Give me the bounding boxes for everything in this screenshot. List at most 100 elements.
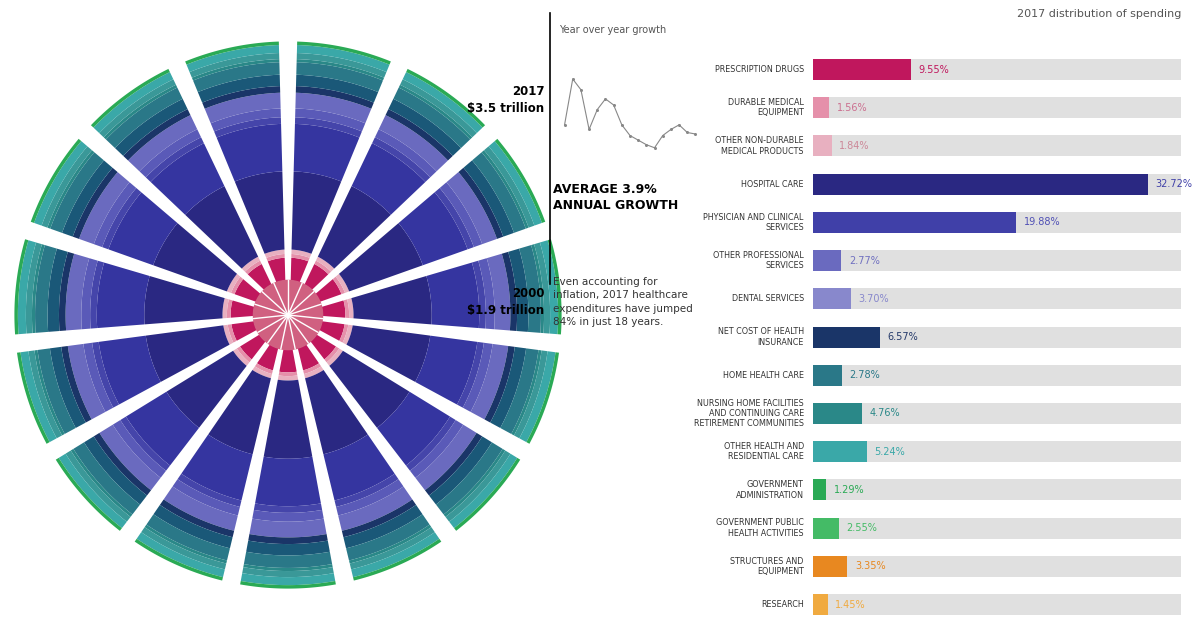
- Polygon shape: [253, 280, 323, 350]
- Polygon shape: [242, 551, 334, 568]
- Polygon shape: [344, 513, 431, 561]
- Polygon shape: [487, 140, 542, 227]
- Polygon shape: [276, 375, 300, 381]
- Polygon shape: [540, 239, 558, 336]
- Polygon shape: [18, 239, 36, 336]
- FancyBboxPatch shape: [814, 59, 911, 80]
- Polygon shape: [166, 349, 248, 429]
- Polygon shape: [34, 348, 66, 437]
- Polygon shape: [102, 84, 179, 140]
- Polygon shape: [414, 423, 478, 491]
- Polygon shape: [342, 323, 353, 346]
- Polygon shape: [313, 260, 332, 275]
- Text: AVERAGE 3.9%
ANNUAL GROWTH: AVERAGE 3.9% ANNUAL GROWTH: [553, 183, 678, 212]
- Polygon shape: [314, 278, 342, 304]
- Polygon shape: [72, 441, 142, 515]
- Polygon shape: [296, 343, 320, 371]
- Text: 2.55%: 2.55%: [847, 523, 877, 533]
- Polygon shape: [67, 342, 107, 421]
- Text: Even accounting for
inflation, 2017 healthcare
expenditures have jumped
84% in j: Even accounting for inflation, 2017 heal…: [553, 277, 692, 327]
- Polygon shape: [482, 145, 535, 229]
- Polygon shape: [302, 263, 330, 291]
- Polygon shape: [328, 349, 410, 429]
- Polygon shape: [480, 149, 529, 231]
- Text: GOVERNMENT PUBLIC
HEALTH ACTIVITIES: GOVERNMENT PUBLIC HEALTH ACTIVITIES: [716, 518, 804, 538]
- Polygon shape: [304, 369, 370, 455]
- Polygon shape: [200, 86, 282, 110]
- FancyBboxPatch shape: [814, 326, 881, 348]
- Polygon shape: [246, 263, 274, 291]
- Polygon shape: [197, 75, 282, 103]
- Polygon shape: [478, 256, 494, 331]
- Polygon shape: [377, 115, 449, 173]
- Polygon shape: [499, 346, 539, 435]
- Polygon shape: [371, 137, 431, 183]
- Polygon shape: [41, 145, 94, 229]
- Polygon shape: [203, 93, 282, 124]
- Polygon shape: [502, 250, 517, 333]
- Polygon shape: [373, 129, 438, 179]
- Polygon shape: [241, 564, 335, 571]
- Polygon shape: [289, 171, 343, 255]
- Polygon shape: [240, 256, 262, 273]
- Text: 1.29%: 1.29%: [834, 485, 864, 495]
- Polygon shape: [14, 238, 29, 336]
- Polygon shape: [414, 334, 478, 406]
- Polygon shape: [61, 159, 114, 238]
- Polygon shape: [30, 137, 83, 224]
- Polygon shape: [448, 452, 518, 529]
- Polygon shape: [526, 350, 559, 445]
- Polygon shape: [104, 87, 185, 149]
- Polygon shape: [534, 241, 550, 335]
- Polygon shape: [223, 323, 234, 346]
- Polygon shape: [246, 534, 330, 544]
- Polygon shape: [136, 531, 227, 578]
- Polygon shape: [145, 513, 232, 561]
- Text: 1.56%: 1.56%: [836, 103, 868, 113]
- Text: PRESCRIPTION DRUGS: PRESCRIPTION DRUGS: [714, 65, 804, 74]
- FancyBboxPatch shape: [814, 289, 851, 309]
- Polygon shape: [251, 365, 274, 379]
- Polygon shape: [289, 254, 311, 262]
- Polygon shape: [391, 87, 472, 149]
- Polygon shape: [150, 142, 226, 216]
- Polygon shape: [547, 238, 562, 336]
- Polygon shape: [35, 243, 58, 335]
- Polygon shape: [294, 86, 376, 110]
- Text: 6.57%: 6.57%: [888, 332, 918, 342]
- Polygon shape: [188, 53, 281, 78]
- Text: 2.78%: 2.78%: [850, 370, 880, 381]
- Polygon shape: [158, 498, 236, 537]
- Text: DURABLE MEDICAL
EQUIPMENT: DURABLE MEDICAL EQUIPMENT: [728, 98, 804, 117]
- Polygon shape: [294, 75, 379, 103]
- FancyBboxPatch shape: [814, 59, 1181, 80]
- Polygon shape: [335, 273, 349, 295]
- Polygon shape: [143, 524, 229, 564]
- Polygon shape: [277, 349, 299, 372]
- FancyBboxPatch shape: [814, 250, 1181, 271]
- Polygon shape: [239, 333, 266, 360]
- Polygon shape: [292, 124, 361, 182]
- Text: 5.24%: 5.24%: [874, 447, 905, 457]
- Polygon shape: [317, 185, 392, 270]
- Polygon shape: [289, 249, 313, 258]
- Polygon shape: [83, 341, 114, 413]
- Text: 9.55%: 9.55%: [918, 64, 949, 74]
- Polygon shape: [530, 243, 544, 335]
- Polygon shape: [239, 581, 337, 588]
- Polygon shape: [184, 185, 259, 270]
- Polygon shape: [338, 323, 348, 344]
- Polygon shape: [230, 275, 245, 296]
- Polygon shape: [456, 340, 484, 410]
- FancyBboxPatch shape: [814, 594, 828, 615]
- Polygon shape: [322, 299, 346, 319]
- FancyBboxPatch shape: [814, 174, 1147, 195]
- Polygon shape: [191, 59, 281, 81]
- Polygon shape: [514, 348, 548, 440]
- Polygon shape: [133, 538, 224, 581]
- Polygon shape: [127, 115, 199, 173]
- Polygon shape: [347, 297, 354, 320]
- Polygon shape: [277, 372, 299, 376]
- Text: NURSING HOME FACILITIES
AND CONTINUING CARE
RETIREMENT COMMUNITIES: NURSING HOME FACILITIES AND CONTINUING C…: [694, 399, 804, 428]
- Polygon shape: [263, 249, 287, 258]
